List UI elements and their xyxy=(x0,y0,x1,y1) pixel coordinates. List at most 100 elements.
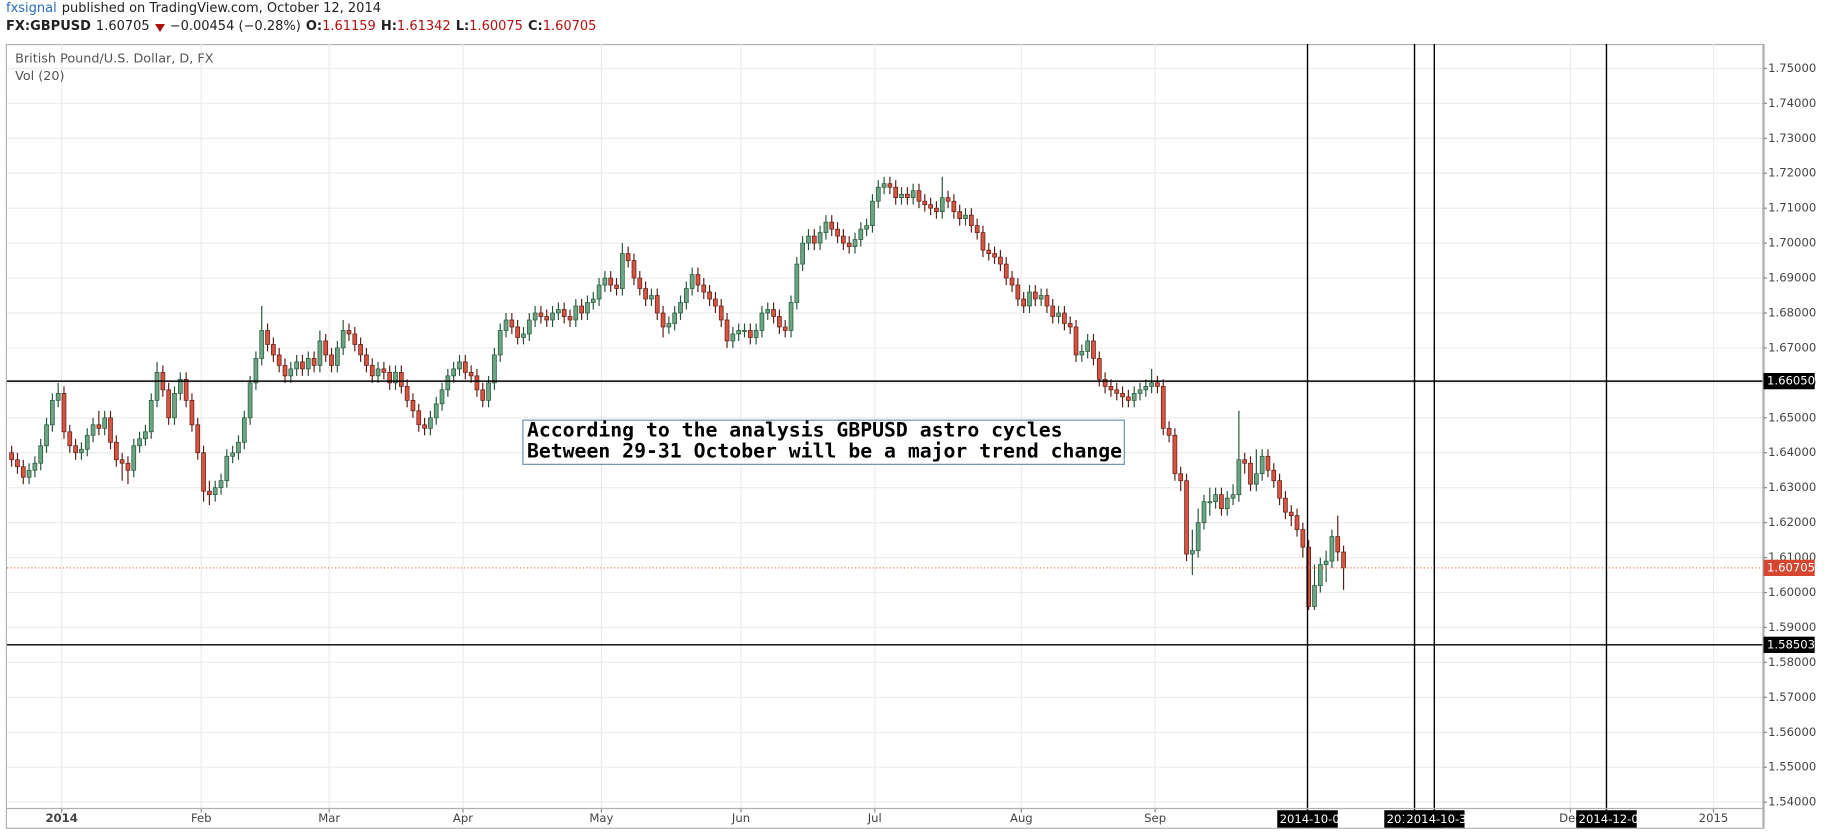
x-tick-label: Sep xyxy=(1144,811,1166,825)
candle-body xyxy=(631,260,637,279)
candle-body xyxy=(154,372,160,401)
quote-value: 1.60705 xyxy=(542,19,597,34)
candle-body xyxy=(468,372,474,377)
candle-body xyxy=(1143,386,1149,391)
candle-body xyxy=(398,372,404,387)
candle-body xyxy=(253,358,259,384)
candle-body xyxy=(1201,501,1207,523)
candle-body xyxy=(1149,382,1154,387)
candle-body xyxy=(247,382,253,419)
candle-body xyxy=(1009,277,1015,286)
vertical-line-box xyxy=(1404,810,1465,828)
candle-body xyxy=(1323,560,1329,565)
candle-body xyxy=(654,295,660,314)
candle-body xyxy=(526,319,532,335)
candle-body xyxy=(707,291,712,300)
candle-body xyxy=(1312,585,1317,607)
last-price-label: 1.60705 xyxy=(1767,560,1815,574)
candle-body xyxy=(1044,295,1050,307)
candle-body xyxy=(1277,480,1282,499)
header: fxsignal published on TradingView.com, O… xyxy=(0,0,1824,37)
candle-body xyxy=(1050,305,1056,317)
candle-body xyxy=(596,284,602,300)
candle-body xyxy=(625,253,631,261)
candle-body xyxy=(683,288,689,303)
candle-body xyxy=(26,469,32,478)
candle-body xyxy=(131,445,137,471)
candle-body xyxy=(695,274,701,286)
candle-body xyxy=(887,183,893,188)
candle-body xyxy=(852,239,858,247)
x-tick-label: Apr xyxy=(453,811,473,825)
candle-body xyxy=(1073,326,1079,356)
quote-key: L: xyxy=(455,19,470,34)
candle-body xyxy=(1248,462,1253,485)
candle-body xyxy=(835,228,840,237)
y-tick-label: 1.68000 xyxy=(1768,305,1816,319)
candle-body xyxy=(265,330,270,345)
y-tick-label: 1.62000 xyxy=(1768,515,1816,529)
candle-body xyxy=(1219,494,1224,510)
y-tick-label: 1.73000 xyxy=(1768,131,1816,145)
x-tick-label: 2015 xyxy=(1699,811,1729,825)
candle-body xyxy=(1021,298,1026,307)
candle-body xyxy=(102,417,108,429)
candle-body xyxy=(358,344,363,356)
candle-body xyxy=(806,235,811,244)
candle-body xyxy=(1213,494,1218,503)
candle-body xyxy=(166,389,172,419)
candle-body xyxy=(1120,393,1125,398)
candle-body xyxy=(992,253,997,258)
author[interactable]: fxsignal xyxy=(6,1,57,16)
y-tick-label: 1.67000 xyxy=(1768,340,1816,354)
candle-body xyxy=(713,298,718,307)
candle-body xyxy=(945,197,951,202)
candle-body xyxy=(300,361,305,370)
y-tick-label: 1.64000 xyxy=(1768,445,1816,459)
candle-body xyxy=(439,389,445,405)
x-tick-label: Feb xyxy=(191,811,212,825)
indicator-label: Vol (20) xyxy=(15,69,64,84)
candle-body xyxy=(666,323,672,328)
candle-body xyxy=(1137,389,1143,394)
annotation-box xyxy=(522,419,1125,465)
candle-body xyxy=(38,445,44,464)
quote-key: H: xyxy=(380,19,397,34)
candle-body xyxy=(521,333,526,338)
candle-body xyxy=(998,256,1003,265)
candle-body xyxy=(212,487,218,496)
candle-body xyxy=(561,309,567,317)
candle-body xyxy=(1195,522,1201,551)
candle-body xyxy=(788,302,794,331)
candle-body xyxy=(207,490,212,496)
candle-body xyxy=(79,448,84,454)
candle-body xyxy=(1032,291,1038,300)
candle-body xyxy=(846,242,852,247)
candle-body xyxy=(974,225,980,233)
candle-body xyxy=(1254,473,1259,485)
candle-body xyxy=(1207,501,1213,504)
annotation: According to the analysis GBPUSD astro c… xyxy=(527,419,1063,442)
candle-body xyxy=(462,361,468,373)
candle-body xyxy=(445,375,451,391)
change: −0.00454 (−0.28%) xyxy=(169,19,301,34)
candle-body xyxy=(1085,340,1090,352)
candle-body xyxy=(259,330,265,359)
candle-body xyxy=(590,298,596,303)
candle-body xyxy=(718,305,724,321)
candle-body xyxy=(61,393,67,433)
candle-body xyxy=(50,399,55,426)
candle-body xyxy=(934,207,939,213)
candle-body xyxy=(515,326,520,338)
candle-body xyxy=(724,319,730,342)
x-tick-label: Jul xyxy=(867,811,882,825)
candle-body xyxy=(375,368,381,377)
overlays xyxy=(6,43,1763,828)
candle-body xyxy=(422,424,427,429)
candle-body xyxy=(968,214,974,226)
candle-body xyxy=(678,302,683,314)
candle-body xyxy=(1108,386,1114,391)
candle-body xyxy=(701,284,707,293)
candle-body xyxy=(579,305,584,314)
